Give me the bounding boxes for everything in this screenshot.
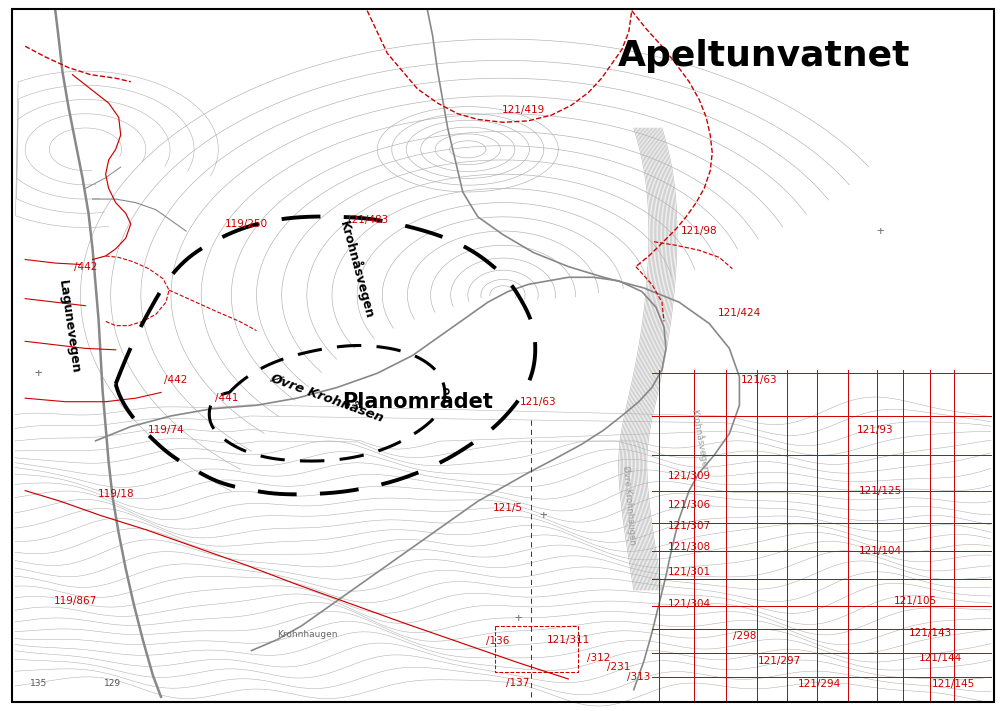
Text: 121/307: 121/307 <box>668 521 710 531</box>
Text: /442: /442 <box>73 262 98 272</box>
Text: Krohnåsvegen: Krohnåsvegen <box>689 408 709 474</box>
Text: 121/294: 121/294 <box>799 679 841 689</box>
Text: 121/63: 121/63 <box>520 397 556 407</box>
Text: Lagunevegen: Lagunevegen <box>55 279 81 375</box>
Text: 121/144: 121/144 <box>919 653 962 663</box>
Text: 121/145: 121/145 <box>933 679 975 689</box>
Text: Krohnåsvegen: Krohnåsvegen <box>337 220 377 321</box>
Text: /298: /298 <box>732 631 757 641</box>
Text: 119/250: 119/250 <box>225 219 268 229</box>
Text: 119/867: 119/867 <box>54 596 97 606</box>
Text: 121/424: 121/424 <box>718 308 761 318</box>
Text: 121/5: 121/5 <box>493 503 523 513</box>
Text: 121/63: 121/63 <box>741 375 778 385</box>
Text: Krohnhaugen: Krohnhaugen <box>278 630 338 638</box>
Text: /442: /442 <box>164 375 188 385</box>
Text: /137: /137 <box>506 678 530 688</box>
Text: 121/98: 121/98 <box>681 226 717 236</box>
Text: 121/308: 121/308 <box>668 542 710 552</box>
Text: 119/74: 119/74 <box>148 425 184 435</box>
Text: +: + <box>514 612 522 625</box>
Text: /136: /136 <box>486 636 510 646</box>
Text: /313: /313 <box>627 672 651 682</box>
Text: 121/105: 121/105 <box>894 596 937 606</box>
Text: Planområdet: Planområdet <box>342 392 493 412</box>
Text: 121/297: 121/297 <box>759 656 801 666</box>
Text: 121/104: 121/104 <box>859 546 901 556</box>
Text: 121/93: 121/93 <box>857 425 893 435</box>
Text: +: + <box>34 367 42 380</box>
Text: 121/483: 121/483 <box>346 215 388 225</box>
Text: +: + <box>539 509 547 522</box>
Text: Apeltunvatnet: Apeltunvatnet <box>619 39 910 73</box>
Text: 121/304: 121/304 <box>668 599 710 609</box>
Text: 121/311: 121/311 <box>547 635 590 645</box>
Text: Øvre Krohnåsen: Øvre Krohnåsen <box>269 372 385 424</box>
Text: 129: 129 <box>104 680 122 688</box>
Text: 135: 135 <box>29 680 47 688</box>
Text: /312: /312 <box>586 653 611 663</box>
Text: 121/301: 121/301 <box>668 567 710 577</box>
Text: +: + <box>876 225 884 237</box>
Text: 121/309: 121/309 <box>668 471 710 481</box>
Text: 121/419: 121/419 <box>502 105 544 115</box>
Text: 121/306: 121/306 <box>668 500 710 510</box>
Text: /231: /231 <box>607 662 631 672</box>
Text: 121/125: 121/125 <box>859 486 901 496</box>
Text: /441: /441 <box>214 393 238 403</box>
Text: 119/18: 119/18 <box>98 489 134 499</box>
Text: 121/143: 121/143 <box>909 628 952 638</box>
Text: Øvre Krohnhaugen: Øvre Krohnhaugen <box>621 465 637 545</box>
